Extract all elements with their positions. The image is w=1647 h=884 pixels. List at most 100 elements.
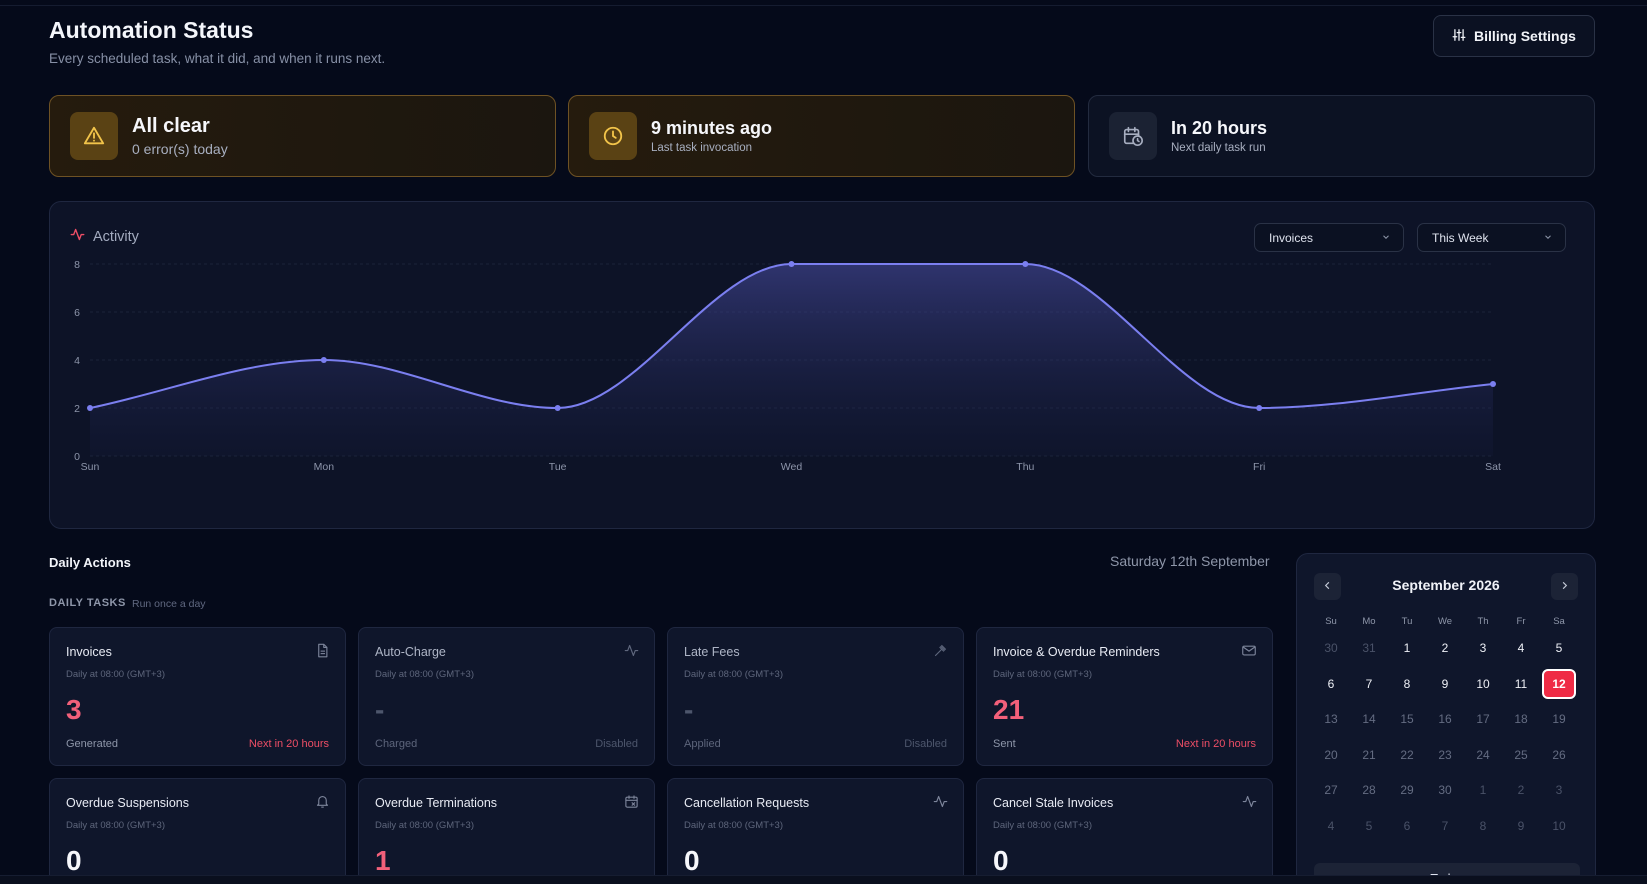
calendar-day[interactable]: 17 <box>1476 712 1490 726</box>
daily-tasks-heading: DAILY TASKS <box>49 597 126 609</box>
billing-settings-label: Billing Settings <box>1474 28 1576 44</box>
calendar-day[interactable]: 30 <box>1438 783 1452 797</box>
chevron-down-icon <box>1543 231 1553 245</box>
task-card-late-fees[interactable]: Late Fees Daily at 08:00 (GMT+3) - Appli… <box>667 627 964 766</box>
stat-errors-subtitle: 0 error(s) today <box>132 141 228 157</box>
calendar-day-today[interactable]: 12 <box>1542 668 1576 699</box>
calendar-day[interactable]: 6 <box>1403 818 1411 833</box>
data-point[interactable] <box>554 405 561 411</box>
x-tick-label: Mon <box>314 461 335 473</box>
task-card-overdue-terminations[interactable]: Overdue Terminations Daily at 08:00 (GMT… <box>358 778 655 884</box>
calendar-day[interactable]: 8 <box>1403 676 1411 691</box>
task-name: Cancel Stale Invoices <box>993 796 1114 810</box>
task-card-cancellation-requests[interactable]: Cancellation Requests Daily at 08:00 (GM… <box>667 778 964 884</box>
range-select[interactable]: This Week <box>1417 223 1566 252</box>
calendar-day[interactable]: 21 <box>1362 747 1376 762</box>
calendar-weekday: Tu <box>1401 616 1413 627</box>
task-card-reminders[interactable]: Invoice & Overdue Reminders Daily at 08:… <box>976 627 1273 766</box>
calendar-day[interactable]: 7 <box>1365 676 1373 691</box>
type-select-value: Invoices <box>1269 230 1314 245</box>
data-point[interactable] <box>1022 261 1029 267</box>
calendar-day[interactable]: 2 <box>1517 783 1525 797</box>
calendar-day[interactable]: 26 <box>1552 747 1566 762</box>
stat-next-run-subtitle: Next daily task run <box>1171 142 1266 154</box>
calendar-month: September 2026 <box>1392 577 1500 593</box>
calendar-day[interactable]: 11 <box>1514 676 1528 691</box>
calendar-day[interactable]: 6 <box>1327 676 1335 691</box>
current-date: Saturday 12th September <box>1110 553 1270 569</box>
task-value: 0 <box>684 845 700 876</box>
calendar-day[interactable]: 14 <box>1362 712 1376 726</box>
calendar-day[interactable]: 5 <box>1365 818 1373 833</box>
calendar-next-button[interactable] <box>1551 573 1578 600</box>
calendar-day[interactable]: 2 <box>1441 641 1449 655</box>
calendar-day[interactable]: 3 <box>1479 641 1487 655</box>
calendar-day[interactable]: 7 <box>1441 818 1449 833</box>
task-card-auto-charge[interactable]: Auto-Charge Daily at 08:00 (GMT+3) - Cha… <box>358 627 655 766</box>
calendar-day[interactable]: 24 <box>1476 747 1490 762</box>
x-tick-label: Fri <box>1253 461 1265 473</box>
calendar-prev-button[interactable] <box>1314 573 1341 600</box>
task-name: Invoices <box>66 645 112 659</box>
clock-icon <box>589 112 637 160</box>
gavel-icon <box>933 643 948 663</box>
data-point[interactable] <box>320 357 327 363</box>
activity-icon <box>624 643 639 663</box>
calendar-weekday: We <box>1437 616 1453 627</box>
task-schedule: Daily at 08:00 (GMT+3) <box>375 820 474 831</box>
x-tick-label: Tue <box>549 461 567 473</box>
calendar-day[interactable]: 9 <box>1517 818 1525 833</box>
y-tick-label: 0 <box>74 451 80 463</box>
calendar-day[interactable]: 1 <box>1403 641 1411 655</box>
calendar-day[interactable]: 28 <box>1362 783 1376 797</box>
task-card-overdue-suspensions[interactable]: Overdue Suspensions Daily at 08:00 (GMT+… <box>49 778 346 884</box>
top-divider <box>0 5 1647 6</box>
task-label: Sent <box>993 738 1016 750</box>
calendar-day[interactable]: 4 <box>1327 818 1335 833</box>
task-value: - <box>684 694 694 725</box>
task-card-invoices[interactable]: Invoices Daily at 08:00 (GMT+3) 3 Genera… <box>49 627 346 766</box>
task-label: Applied <box>684 738 721 750</box>
calendar-day[interactable]: 30 <box>1324 641 1338 655</box>
calendar-day[interactable]: 31 <box>1362 641 1376 655</box>
task-status: Next in 20 hours <box>248 738 329 750</box>
calendar-clock-icon <box>1109 112 1157 160</box>
activity-chart: 0 2 4 6 8 Sun Mon Tue Wed Thu Fri Sat <box>74 259 1501 473</box>
calendar-day[interactable]: 23 <box>1438 747 1452 762</box>
daily-tasks-subheading: Run once a day <box>132 598 206 610</box>
calendar-day[interactable]: 4 <box>1517 641 1525 655</box>
calendar-day[interactable]: 15 <box>1400 712 1414 726</box>
calendar-day[interactable]: 10 <box>1552 818 1566 833</box>
activity-panel: 0 2 4 6 8 Sun Mon Tue Wed Thu Fri Sat Activity Inv… <box>49 201 1595 529</box>
data-point[interactable] <box>87 405 93 411</box>
type-select[interactable]: Invoices <box>1254 223 1404 252</box>
calendar-day[interactable]: 9 <box>1441 676 1449 691</box>
task-schedule: Daily at 08:00 (GMT+3) <box>993 669 1092 680</box>
calendar-day[interactable]: 5 <box>1555 641 1563 655</box>
x-tick-label: Sun <box>81 461 100 473</box>
task-card-cancel-stale-invoices[interactable]: Cancel Stale Invoices Daily at 08:00 (GM… <box>976 778 1273 884</box>
calendar-day[interactable]: 10 <box>1476 676 1490 691</box>
calendar-day[interactable]: 22 <box>1400 747 1414 762</box>
calendar-day[interactable]: 29 <box>1400 783 1414 797</box>
data-point[interactable] <box>1256 405 1263 411</box>
stat-card-errors: All clear 0 error(s) today <box>49 95 556 177</box>
task-schedule: Daily at 08:00 (GMT+3) <box>684 669 783 680</box>
task-schedule: Daily at 08:00 (GMT+3) <box>993 820 1092 831</box>
calendar-day[interactable]: 18 <box>1514 712 1528 726</box>
calendar-day[interactable]: 3 <box>1555 783 1563 797</box>
calendar-day[interactable]: 25 <box>1514 747 1528 762</box>
activity-icon <box>933 794 948 814</box>
calendar-day[interactable]: 27 <box>1324 783 1338 797</box>
data-point[interactable] <box>788 261 795 267</box>
billing-settings-button[interactable]: Billing Settings <box>1433 15 1595 57</box>
calendar-day[interactable]: 1 <box>1479 783 1487 797</box>
calendar-day[interactable]: 13 <box>1324 712 1338 726</box>
calendar-day[interactable]: 19 <box>1552 712 1566 726</box>
calendar-day[interactable]: 16 <box>1438 712 1452 726</box>
sliders-icon <box>1452 28 1466 45</box>
calendar-day[interactable]: 8 <box>1479 818 1487 833</box>
task-value: - <box>375 694 385 725</box>
data-point[interactable] <box>1490 381 1496 387</box>
calendar-day[interactable]: 20 <box>1324 747 1338 762</box>
